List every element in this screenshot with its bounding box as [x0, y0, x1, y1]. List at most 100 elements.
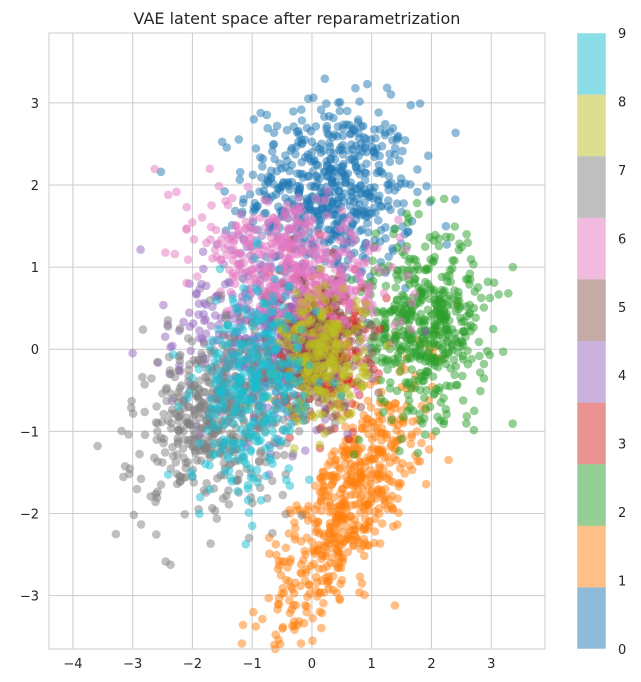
data-point	[331, 410, 341, 420]
data-point	[351, 324, 360, 333]
data-point	[450, 222, 460, 231]
data-point	[475, 351, 484, 361]
data-point	[372, 243, 382, 253]
data-point	[129, 510, 139, 520]
colorbar-segment-8	[577, 94, 606, 157]
data-point	[226, 473, 236, 483]
data-point	[219, 397, 229, 407]
data-point	[423, 367, 433, 377]
data-point	[259, 394, 268, 403]
data-point	[132, 484, 142, 494]
data-point	[308, 613, 318, 623]
data-point	[212, 514, 222, 523]
data-point	[485, 350, 495, 360]
data-point	[307, 137, 317, 147]
data-point	[301, 576, 310, 585]
data-point	[337, 404, 346, 414]
data-point	[206, 321, 216, 331]
data-point	[350, 481, 360, 490]
data-point	[183, 255, 193, 264]
data-point	[124, 430, 133, 439]
data-point	[284, 283, 293, 292]
data-point	[336, 142, 346, 152]
data-point	[319, 146, 328, 155]
data-point	[277, 318, 287, 328]
data-point	[308, 267, 318, 277]
data-point	[238, 620, 248, 630]
data-point	[219, 244, 229, 253]
data-point	[297, 511, 306, 520]
data-point	[235, 469, 244, 479]
data-point	[422, 181, 431, 191]
data-point	[173, 434, 182, 443]
data-point	[395, 464, 405, 473]
data-point	[340, 352, 350, 362]
data-point	[380, 315, 390, 324]
data-point	[316, 292, 326, 301]
data-point	[168, 451, 178, 461]
data-point	[498, 347, 508, 357]
data-point	[397, 434, 406, 444]
data-point	[366, 403, 376, 412]
colorbar-segment-3	[577, 402, 606, 465]
data-point	[187, 373, 197, 383]
data-point	[379, 464, 388, 473]
data-point	[335, 106, 345, 116]
data-point	[236, 388, 246, 398]
data-point	[425, 344, 434, 354]
data-point	[128, 409, 138, 418]
data-point	[297, 138, 307, 148]
data-point	[320, 281, 330, 290]
data-point	[268, 292, 278, 301]
data-point	[290, 333, 300, 343]
data-point	[407, 298, 417, 308]
data-point	[279, 276, 289, 285]
data-point	[469, 303, 479, 313]
data-point	[330, 419, 340, 428]
data-point	[380, 484, 390, 494]
data-point	[328, 404, 338, 413]
data-point	[283, 156, 292, 166]
data-point	[407, 365, 417, 374]
data-point	[344, 214, 354, 224]
data-point	[359, 345, 369, 355]
data-point	[234, 305, 243, 315]
data-point	[394, 215, 403, 224]
data-point	[210, 349, 220, 358]
data-point	[386, 205, 395, 215]
data-point	[405, 254, 415, 264]
data-point	[474, 337, 484, 347]
data-point	[117, 426, 126, 436]
data-point	[446, 277, 456, 287]
data-point	[275, 264, 284, 274]
data-point	[248, 214, 258, 223]
data-point	[228, 444, 238, 454]
data-point	[405, 461, 414, 471]
data-point	[338, 369, 348, 379]
colorbar-segment-6	[577, 217, 606, 280]
data-point	[206, 222, 216, 232]
data-point	[245, 239, 255, 249]
data-point	[306, 561, 316, 571]
data-point	[273, 564, 283, 574]
data-point	[394, 482, 404, 491]
data-point	[442, 240, 452, 249]
data-point	[387, 262, 397, 272]
data-point	[212, 423, 221, 432]
data-point	[210, 439, 219, 449]
data-point	[260, 223, 269, 233]
data-point	[194, 310, 203, 319]
data-point	[364, 282, 373, 292]
data-point	[297, 325, 307, 335]
data-point	[206, 394, 216, 404]
data-point	[324, 111, 334, 121]
data-point	[442, 381, 451, 390]
data-point	[313, 285, 322, 294]
data-point	[371, 514, 380, 524]
data-point	[189, 235, 199, 244]
data-point	[215, 366, 225, 376]
data-point	[338, 284, 348, 293]
data-point	[243, 182, 253, 192]
data-point	[444, 455, 453, 465]
data-point	[224, 355, 233, 365]
